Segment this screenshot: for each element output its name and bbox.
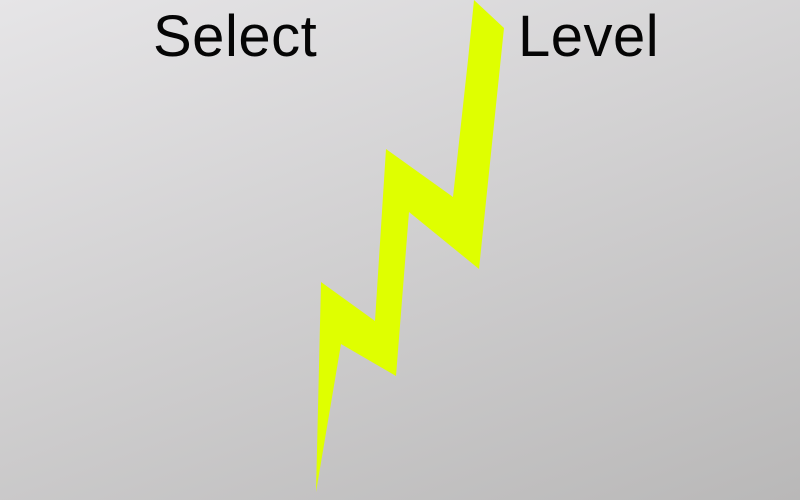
title-level: Level xyxy=(518,4,660,69)
lightning-bolt-shape xyxy=(316,0,504,492)
title-select: Select xyxy=(153,4,318,69)
